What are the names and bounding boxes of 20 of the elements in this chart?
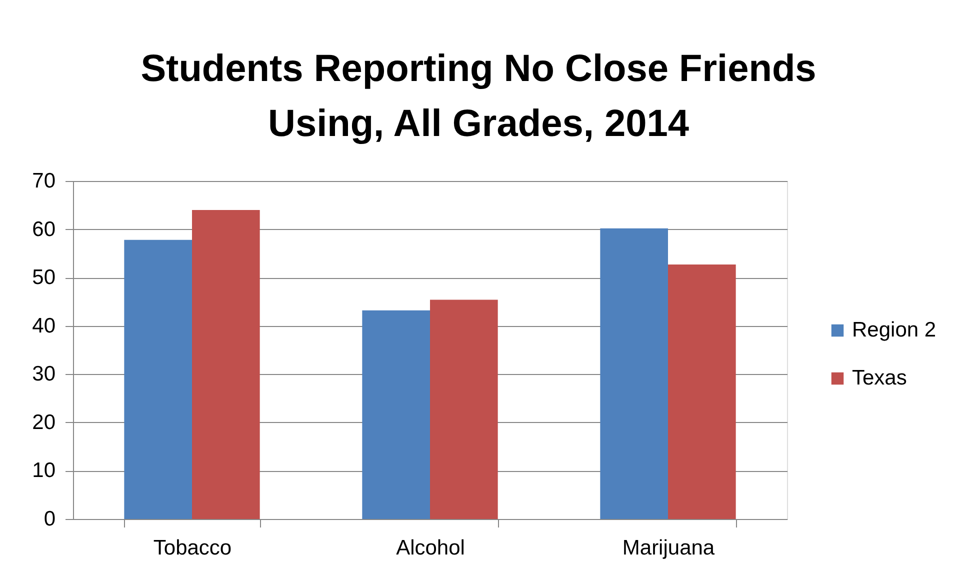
- bar: [430, 300, 498, 519]
- y-tick-label: 20: [32, 410, 56, 434]
- bar: [192, 210, 260, 519]
- x-tick-label: Marijuana: [622, 536, 715, 560]
- bar: [668, 264, 736, 519]
- bar: [600, 228, 668, 519]
- y-tick-label: 30: [32, 362, 56, 386]
- y-tick-label: 60: [32, 218, 56, 241]
- y-tick-label: 40: [32, 314, 56, 338]
- legend-label: Region 2: [852, 318, 936, 342]
- legend-label: Texas: [852, 366, 907, 390]
- x-tick-label: Alcohol: [396, 536, 465, 560]
- chart-title: Students Reporting No Close Friends Using, All Grades, 2014: [140, 48, 816, 145]
- y-tick-label: 0: [44, 508, 56, 530]
- y-tick-label: 50: [32, 266, 56, 290]
- bar: [124, 240, 192, 519]
- bar: [362, 310, 430, 519]
- y-tick-label: 10: [32, 459, 56, 482]
- y-tick-label: 70: [32, 170, 56, 192]
- x-tick-label: Tobacco: [153, 536, 232, 560]
